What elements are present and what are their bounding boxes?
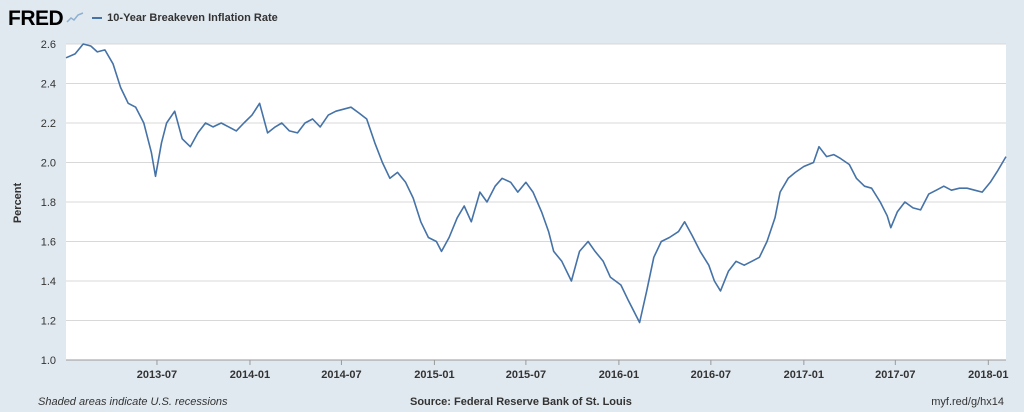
y-tick-label: 2.2 xyxy=(41,118,56,130)
legend-label: 10-Year Breakeven Inflation Rate xyxy=(107,12,278,24)
y-tick-label: 1.0 xyxy=(41,355,56,367)
short-url-link[interactable]: myf.red/g/hx14 xyxy=(931,396,1004,408)
x-tick-label: 2014-07 xyxy=(321,369,361,381)
x-tick-label: 2013-07 xyxy=(137,369,177,381)
x-tick-label: 2015-01 xyxy=(414,369,454,381)
chart-header: FRED 10-Year Breakeven Inflation Rate xyxy=(8,6,278,30)
x-tick-label: 2014-01 xyxy=(230,369,270,381)
x-tick-label: 2018-01 xyxy=(968,369,1008,381)
x-tick-label: 2016-07 xyxy=(691,369,731,381)
x-tick-label: 2017-07 xyxy=(875,369,915,381)
x-tick-label: 2015-07 xyxy=(506,369,546,381)
y-axis-label: Percent xyxy=(12,182,24,223)
grid-lines xyxy=(66,43,1006,361)
source-text: Source: Federal Reserve Bank of St. Loui… xyxy=(410,396,632,408)
y-tick-label: 1.4 xyxy=(41,276,56,288)
chart-footer: Shaded areas indicate U.S. recessions So… xyxy=(0,392,1024,412)
sparkline-icon xyxy=(66,11,85,25)
recession-note: Shaded areas indicate U.S. recessions xyxy=(38,396,228,408)
y-tick-label: 1.2 xyxy=(41,316,56,328)
y-tick-label: 1.6 xyxy=(41,237,56,249)
y-axis-ticks: 1.0 1.2 1.4 1.6 1.8 2.0 2.2 2.4 2.6 xyxy=(41,39,56,367)
x-axis-ticks: 2013-07 2014-01 2014-07 2015-01 2015-07 2016-… xyxy=(137,360,1008,381)
x-tick-label: 2016-01 xyxy=(599,369,639,381)
series-line xyxy=(65,43,1007,324)
y-tick-label: 1.8 xyxy=(41,197,56,209)
legend-swatch xyxy=(92,17,103,19)
y-tick-label: 2.0 xyxy=(41,158,56,170)
y-tick-label: 2.6 xyxy=(41,39,56,51)
x-tick-label: 2017-01 xyxy=(784,369,824,381)
y-tick-label: 2.4 xyxy=(41,79,56,91)
fred-logo[interactable]: FRED xyxy=(8,6,64,30)
